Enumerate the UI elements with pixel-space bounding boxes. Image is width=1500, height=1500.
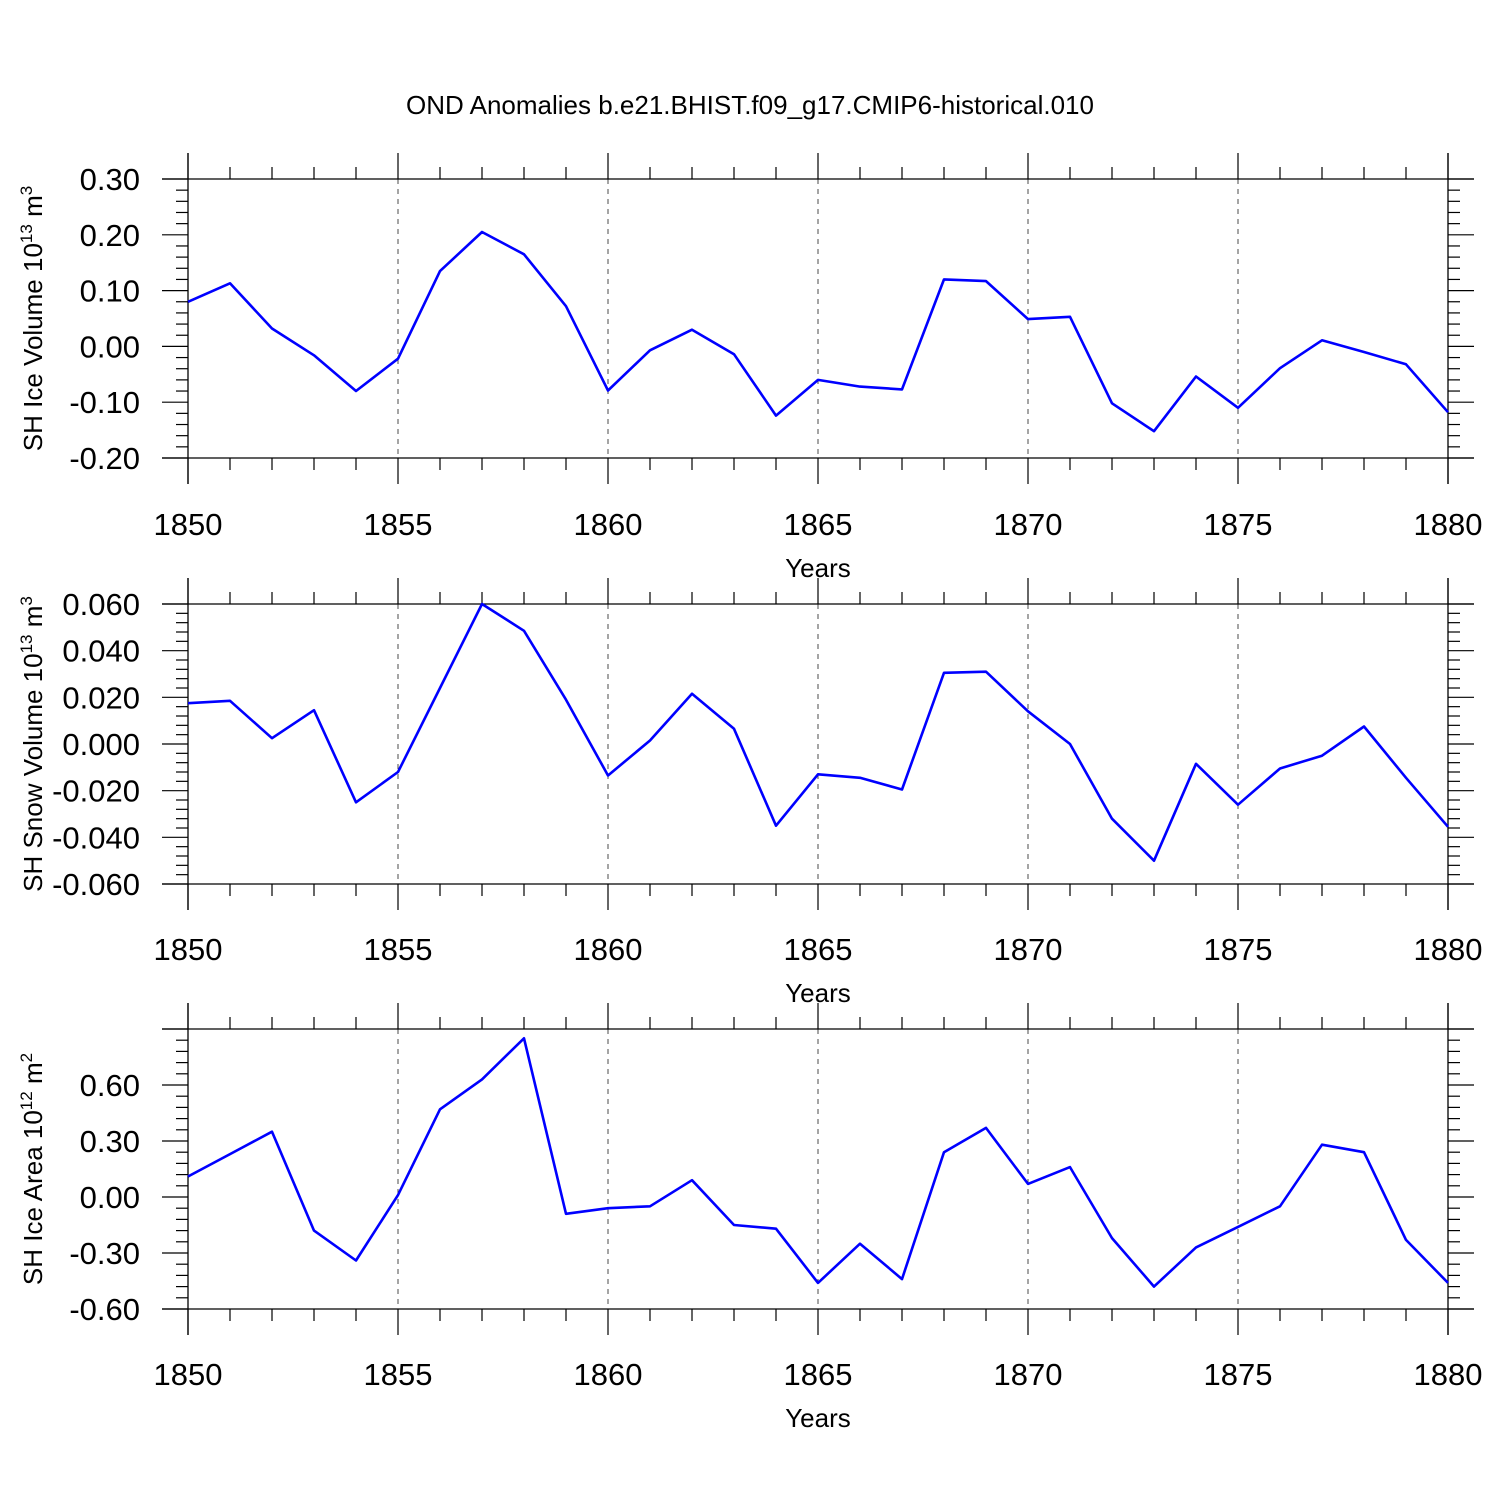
y-tick-label: 0.60	[80, 1068, 140, 1103]
y-tick-label: -0.020	[52, 774, 140, 809]
y-tick-label: 0.000	[62, 727, 140, 762]
x-tick-label: 1850	[154, 1357, 223, 1392]
y-tick-label: -0.060	[52, 867, 140, 902]
y-tick-label: 0.20	[80, 218, 140, 253]
x-tick-label: 1855	[364, 507, 433, 542]
x-tick-label: 1880	[1414, 932, 1483, 967]
x-tick-label: 1870	[994, 1357, 1063, 1392]
x-tick-label: 1875	[1204, 932, 1273, 967]
x-tick-label: 1855	[364, 1357, 433, 1392]
y-tick-label: 0.00	[80, 1180, 140, 1215]
x-tick-label: 1860	[574, 507, 643, 542]
chart-title: OND Anomalies b.e21.BHIST.f09_g17.CMIP6-…	[406, 90, 1094, 120]
chart-panel-2: 0.060 0.040 0.020 0.000 -0.020 -0.040 -0.060 18…	[17, 578, 1482, 1008]
y-tick-label: 0.30	[80, 162, 140, 197]
x-tick-label: 1860	[574, 932, 643, 967]
y-tick-label: 0.020	[62, 680, 140, 715]
x-tick-label: 1860	[574, 1357, 643, 1392]
x-tick-label: 1865	[784, 507, 853, 542]
y-axis-title: SH Snow Volume 1013 m3	[17, 596, 48, 892]
chart-panel-1: 0.30 0.20 0.10 0.00 -0.10 -0.20 1850 1855 1860 18…	[17, 153, 1482, 583]
x-tick-label: 1870	[994, 932, 1063, 967]
series-line	[187, 230, 1449, 433]
x-tick-label: 1875	[1204, 1357, 1273, 1392]
x-tick-label: 1865	[784, 1357, 853, 1392]
y-tick-label: -0.10	[69, 385, 140, 420]
y-tick-label: 0.10	[80, 274, 140, 309]
y-tick-label: 0.30	[80, 1124, 140, 1159]
y-axis-title: SH Ice Volume 1013 m3	[17, 186, 48, 451]
y-tick-label: -0.30	[69, 1236, 140, 1271]
y-tick-label: 0.00	[80, 329, 140, 364]
x-tick-label: 1865	[784, 932, 853, 967]
y-tick-label: 0.060	[62, 587, 140, 622]
y-tick-label: -0.040	[52, 820, 140, 855]
x-tick-label: 1850	[154, 932, 223, 967]
y-tick-label: -0.60	[69, 1292, 140, 1327]
x-tick-label: 1855	[364, 932, 433, 967]
series-line	[187, 602, 1449, 863]
x-tick-label: 1870	[994, 507, 1063, 542]
y-tick-label: -0.20	[69, 441, 140, 476]
y-axis-title: SH Ice Area 1012 m2	[17, 1053, 48, 1285]
x-axis-title: Years	[785, 1403, 851, 1433]
x-tick-label: 1880	[1414, 1357, 1483, 1392]
chart-panel-3: 0.60 0.30 0.00 -0.30 -0.60 1850 1855 1860 1865 18…	[17, 1003, 1482, 1433]
y-tick-label: 0.040	[62, 634, 140, 669]
series-line	[187, 1037, 1449, 1288]
x-tick-label: 1880	[1414, 507, 1483, 542]
x-tick-label: 1875	[1204, 507, 1273, 542]
x-tick-label: 1850	[154, 507, 223, 542]
